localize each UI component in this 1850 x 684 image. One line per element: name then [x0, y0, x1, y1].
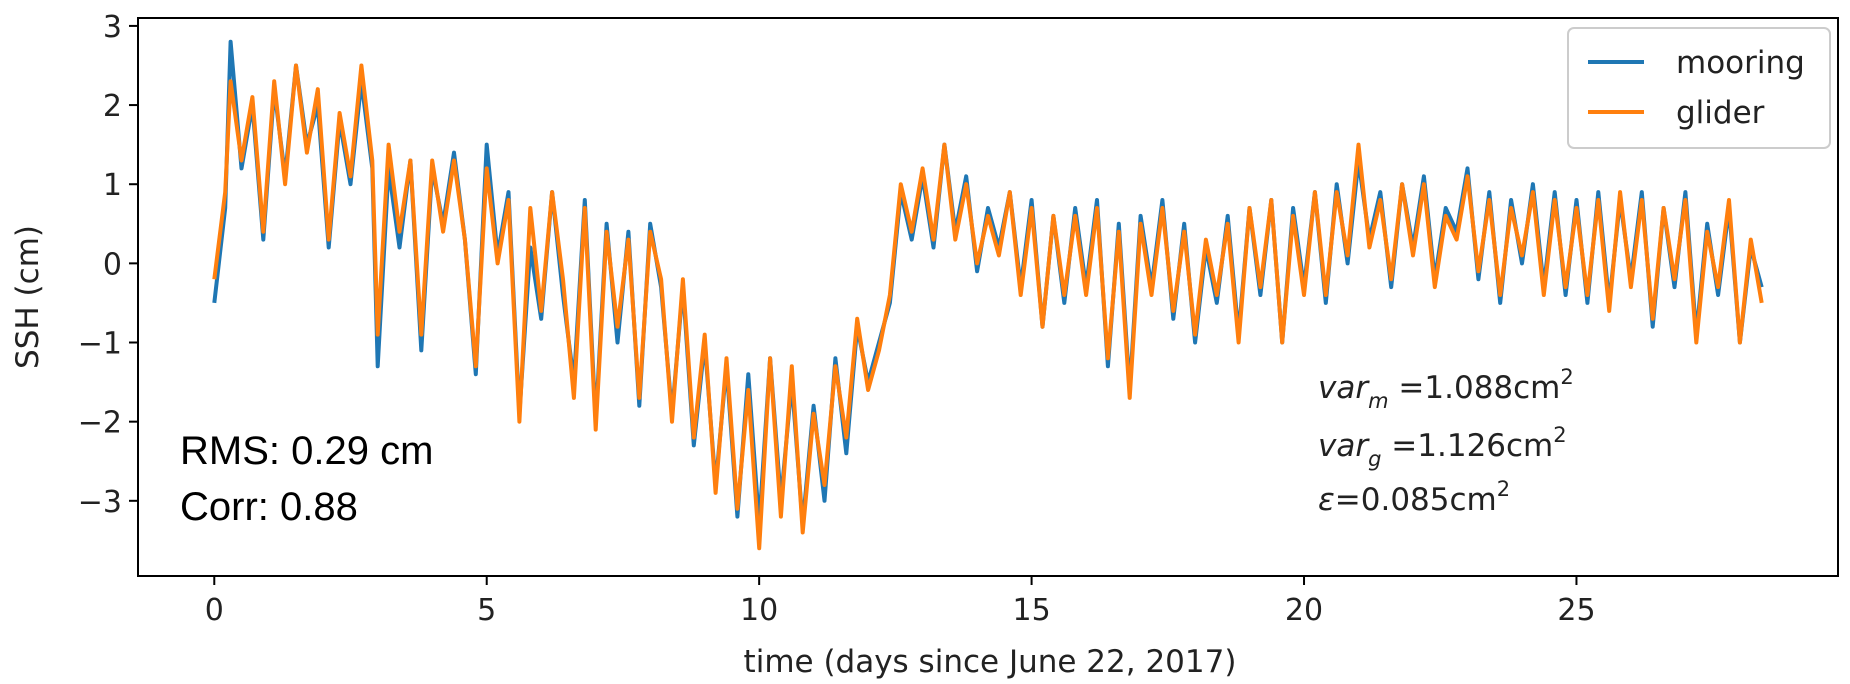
- eps-base: ε: [1318, 482, 1335, 518]
- var-g-annotation: varg =1.126cm2: [1318, 423, 1567, 471]
- legend-box: [1567, 27, 1831, 149]
- x-tick-label: 15: [1012, 593, 1050, 628]
- var-g-sub: g: [1368, 447, 1381, 471]
- var-m-base: var: [1318, 370, 1370, 406]
- rms-annotation: RMS: 0.29 cm: [180, 429, 433, 473]
- y-axis-label: SSH (cm): [10, 225, 46, 369]
- epsilon-annotation: ε=0.085cm2: [1318, 477, 1510, 518]
- eps-value: =0.085cm: [1335, 482, 1497, 518]
- y-tick-label: 1: [103, 168, 122, 203]
- x-tick-label: 20: [1285, 593, 1323, 628]
- series-layer: [212, 39, 1764, 551]
- var-g-value: =1.126cm: [1381, 428, 1553, 464]
- x-tick-label: 25: [1557, 593, 1595, 628]
- series-line-glider: [212, 63, 1764, 551]
- y-tick-label: −3: [78, 485, 122, 520]
- legend-label-glider: glider: [1676, 95, 1765, 131]
- x-axis-label: time (days since June 22, 2017): [744, 644, 1237, 680]
- var-m-value: =1.088cm: [1389, 370, 1561, 406]
- y-tick-label: 0: [103, 247, 122, 282]
- var-m-sub: m: [1368, 389, 1388, 413]
- y-tick-label: 3: [103, 10, 122, 45]
- var-g-base: var: [1318, 428, 1370, 464]
- legend: mooring glider: [1567, 27, 1831, 149]
- y-tick-label: −2: [78, 406, 122, 441]
- legend-label-mooring: mooring: [1676, 45, 1805, 81]
- corr-annotation: Corr: 0.88: [180, 485, 358, 529]
- var-g-sup: 2: [1553, 423, 1566, 447]
- y-tick-label: −1: [78, 327, 122, 362]
- x-tick-label: 10: [740, 593, 778, 628]
- plot-frame: [137, 17, 1839, 577]
- y-tick-label: 2: [103, 89, 122, 124]
- x-axis: 0 5 10 15 20 25: [205, 576, 1596, 628]
- x-tick-label: 5: [477, 593, 496, 628]
- x-tick-label: 0: [205, 593, 224, 628]
- y-axis: 3 2 1 0 −1 −2 −3: [78, 10, 138, 520]
- var-m-annotation: varm =1.088cm2: [1318, 365, 1574, 413]
- var-m-sup: 2: [1560, 365, 1573, 389]
- eps-sup: 2: [1497, 477, 1510, 501]
